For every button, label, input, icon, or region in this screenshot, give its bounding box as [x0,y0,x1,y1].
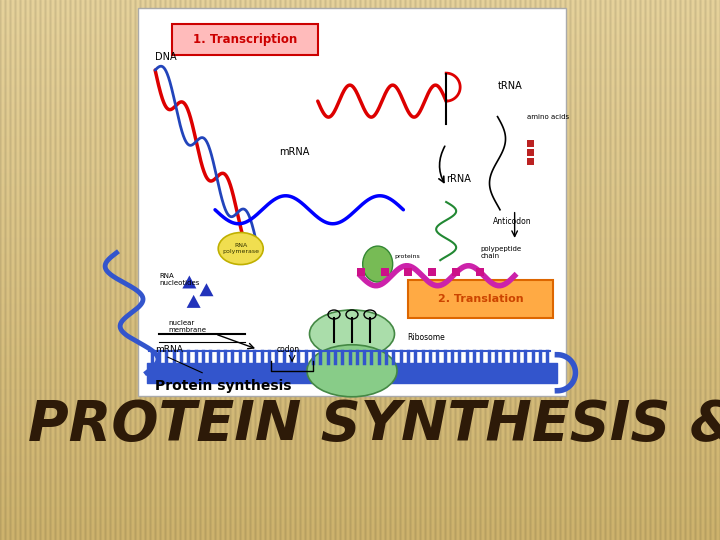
Polygon shape [186,295,201,308]
Ellipse shape [307,345,397,397]
Text: tRNA: tRNA [498,80,522,91]
Bar [452,268,460,276]
Bar [356,268,364,276]
Text: 1. Transcription: 1. Transcription [193,32,297,45]
Text: PROTEIN SYNTHESIS & RNA: PROTEIN SYNTHESIS & RNA [28,398,720,452]
Bar [138,8,566,396]
Bar [477,268,485,276]
Text: Anticodon: Anticodon [493,217,532,226]
Bar [528,158,534,165]
Text: DNA: DNA [155,52,176,62]
Polygon shape [199,284,214,296]
Text: RNA
nucleotides: RNA nucleotides [159,273,199,286]
Text: polypeptide
chain: polypeptide chain [480,246,521,259]
Text: mRNA: mRNA [279,146,310,157]
Bar [381,268,389,276]
Bar [405,268,413,276]
Bar [408,280,553,319]
Text: RNA
polymerase: RNA polymerase [222,243,259,254]
Polygon shape [182,275,197,288]
Text: Protein synthesis: Protein synthesis [155,379,292,393]
Text: 2. Translation: 2. Translation [438,294,523,304]
Ellipse shape [310,310,395,358]
Bar [172,24,318,55]
Bar [428,268,436,276]
Text: mRNA: mRNA [155,345,183,354]
Text: proteins: proteins [395,254,420,259]
Bar [528,149,534,156]
Ellipse shape [218,233,264,265]
Text: codon: codon [276,345,300,354]
Text: Ribosome: Ribosome [408,333,446,342]
Text: rRNA: rRNA [446,174,471,184]
Text: nuclear
membrane: nuclear membrane [168,320,206,333]
Bar [528,140,534,147]
Text: amino acids: amino acids [528,113,570,120]
Ellipse shape [363,246,392,282]
